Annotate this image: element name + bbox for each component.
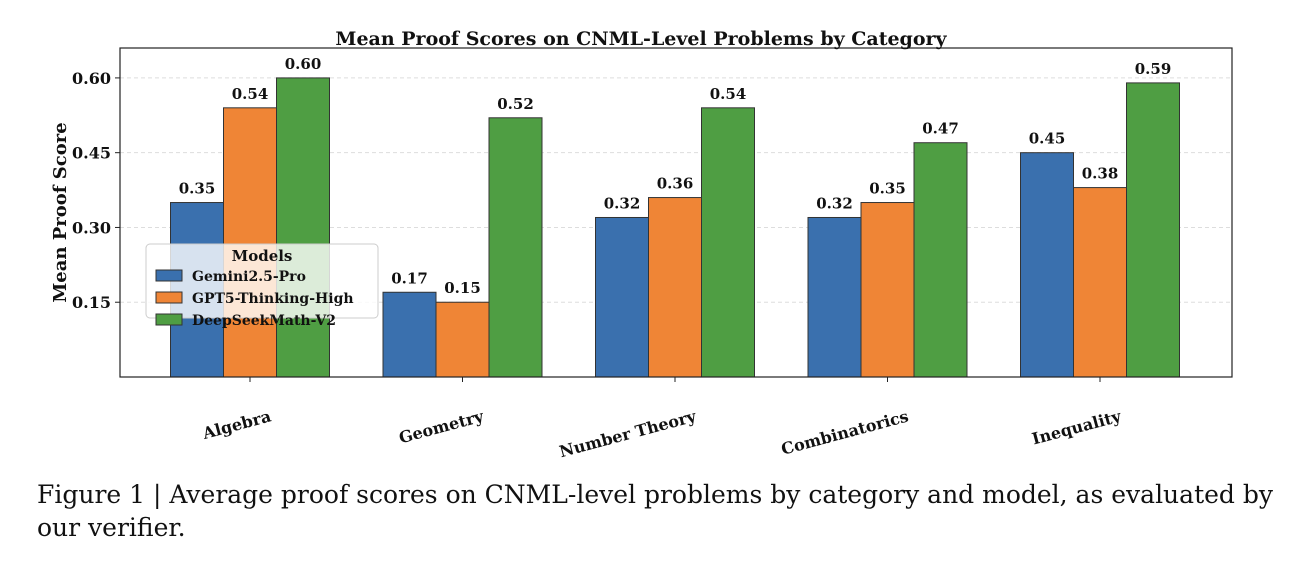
- y-axis-label: Mean Proof Score: [50, 122, 71, 302]
- y-tick-label: 0.45: [72, 144, 111, 163]
- legend-label: GPT5-Thinking-High: [192, 291, 354, 307]
- bar: [860, 202, 915, 378]
- data-label: 0.17: [391, 269, 428, 287]
- legend-label: DeepSeekMath-V2: [192, 313, 336, 329]
- bar-chart: 0.15 0.30 0.45 0.60 0.35 0.17 0.32 0.32 0.45 0.54…: [50, 28, 1233, 461]
- y-tick-label: 0.15: [72, 293, 111, 312]
- data-label: 0.47: [922, 120, 959, 138]
- legend-box: [145, 243, 379, 319]
- bar: [382, 291, 437, 378]
- x-tick-label: Number Theory: [557, 406, 698, 461]
- chart-title: Mean Proof Scores on CNML-Level Problems…: [335, 28, 947, 50]
- bar: [648, 197, 702, 378]
- data-label: 0.36: [657, 175, 694, 193]
- data-label: 0.35: [179, 180, 216, 198]
- data-label: 0.52: [497, 95, 534, 113]
- bar: [701, 107, 755, 378]
- data-label: 0.45: [1029, 130, 1066, 148]
- bar: [1073, 187, 1127, 378]
- legend-swatch: [155, 269, 183, 282]
- x-tick-label: Algebra: [200, 407, 273, 444]
- bar: [223, 107, 277, 378]
- data-label: 0.32: [816, 194, 853, 212]
- x-tick-label: Combinatorics: [779, 407, 910, 459]
- data-label: 0.60: [285, 55, 322, 73]
- x-tick-label: Inequality: [1030, 406, 1124, 448]
- data-label: 0.54: [710, 85, 747, 103]
- plot-frame: [119, 47, 1233, 378]
- legend-swatch: [155, 291, 183, 304]
- data-label: 0.15: [444, 279, 481, 297]
- data-label: 0.59: [1135, 60, 1172, 78]
- data-label: 0.38: [1082, 165, 1119, 183]
- data-label: 0.32: [604, 194, 641, 212]
- y-tick-label: 0.60: [72, 69, 111, 88]
- bar: [807, 216, 862, 378]
- bar: [913, 142, 968, 378]
- bar: [1020, 152, 1074, 378]
- bar: [276, 77, 330, 378]
- data-label: 0.54: [232, 85, 269, 103]
- data-label: 0.35: [869, 180, 906, 198]
- y-tick-label: 0.30: [72, 218, 111, 237]
- bar: [595, 216, 649, 378]
- figure-caption: Figure 1 | Average proof scores on CNML-…: [37, 480, 1273, 542]
- bar: [1126, 82, 1180, 378]
- legend-title: Models: [232, 247, 293, 265]
- legend-label: Gemini2.5-Pro: [192, 269, 306, 285]
- legend-swatch: [155, 313, 183, 326]
- x-tick-label: Geometry: [397, 406, 486, 447]
- bar: [488, 117, 543, 378]
- bar: [435, 301, 490, 378]
